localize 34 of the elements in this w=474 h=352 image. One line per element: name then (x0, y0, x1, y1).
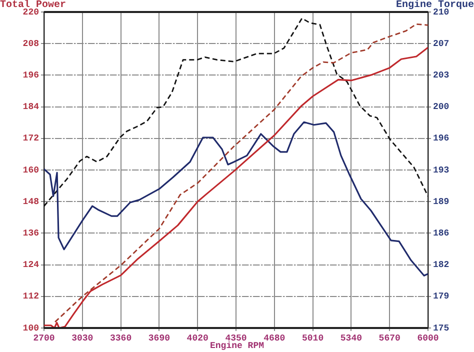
x-tick-label: 3690 (148, 334, 170, 344)
x-tick-label: 3360 (110, 334, 132, 344)
y-tick-label: 124 (22, 260, 40, 270)
y2-tick-label: 179 (433, 292, 450, 302)
y-tick-label: 148 (22, 196, 39, 207)
y-tick-label: 100 (22, 323, 39, 334)
x-tick-label: 5010 (302, 334, 324, 344)
x-tick-label: 2700 (33, 334, 55, 344)
y-tick-label: 112 (22, 292, 39, 302)
y-tick-label: 208 (22, 38, 39, 49)
y2-tick-label: 193 (433, 165, 450, 176)
y-tick-label: 184 (22, 102, 40, 112)
y-tick-label: 172 (22, 134, 39, 144)
x-tick-label: 4020 (186, 334, 208, 344)
y2-tick-label: 200 (433, 102, 450, 112)
y2-tick-label: 175 (433, 323, 450, 334)
y2-tick-label: 186 (433, 228, 450, 238)
x-tick-label: 3030 (72, 334, 94, 344)
x-tick-label: 5670 (378, 334, 400, 344)
x-axis-title: Engine RPM (210, 341, 264, 351)
y2-tick-label: 182 (433, 260, 450, 270)
x-tick-label: 6000 (417, 334, 439, 344)
y2-tick-label: 189 (433, 196, 450, 207)
y-tick-label: 160 (22, 165, 39, 176)
y2-tick-label: 203 (433, 70, 450, 80)
y2-tick-label: 196 (433, 134, 450, 144)
line-series (44, 18, 428, 207)
y-tick-label: 196 (22, 70, 39, 80)
x-tick-label: 4680 (264, 334, 286, 344)
y-tick-label: 136 (22, 228, 39, 238)
y2-tick-label: 207 (433, 38, 450, 49)
y-tick-label: 220 (22, 7, 39, 18)
x-tick-label: 5340 (340, 334, 362, 344)
y2-tick-label: 210 (433, 7, 450, 18)
